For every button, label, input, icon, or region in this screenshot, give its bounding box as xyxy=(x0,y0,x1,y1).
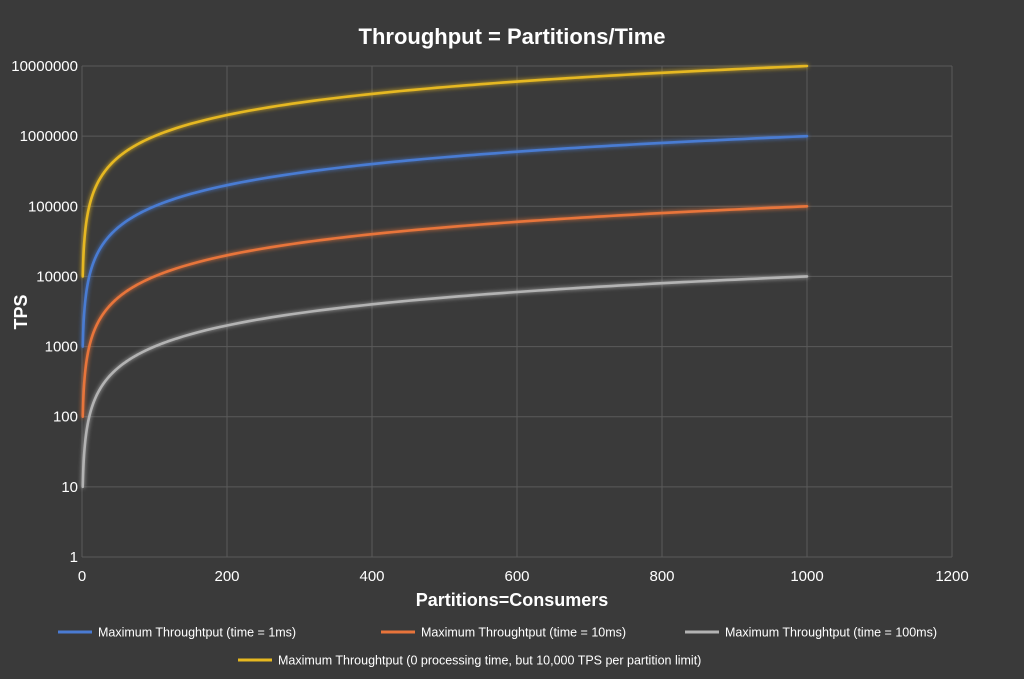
x-tick-label: 0 xyxy=(78,568,86,585)
tick-labels: 1 10 100 1000 10000 100000 1000000 10000000 0 200… xyxy=(11,58,968,585)
x-tick-label: 800 xyxy=(649,568,674,585)
y-axis-title: TPS xyxy=(11,294,31,329)
legend-label: Maximum Throughtput (time = 10ms) xyxy=(421,626,626,640)
series-line-4 xyxy=(81,64,809,278)
y-tick-label: 100000 xyxy=(28,198,78,215)
y-tick-label: 1000 xyxy=(45,339,78,356)
y-tick-label: 100 xyxy=(53,409,78,426)
y-tick-label: 10 xyxy=(61,479,78,496)
legend: Maximum Throughtput (time = 1ms) Maximum … xyxy=(58,626,937,668)
legend-label: Maximum Throughtput (0 processing time, … xyxy=(278,654,701,668)
gridlines xyxy=(81,65,953,558)
y-tick-label: 1000000 xyxy=(20,128,78,145)
x-axis-title: Partitions=Consumers xyxy=(416,590,609,610)
series-lines xyxy=(81,64,809,489)
x-tick-label: 600 xyxy=(504,568,529,585)
legend-label: Maximum Throughtput (time = 1ms) xyxy=(98,626,296,640)
x-tick-label: 200 xyxy=(214,568,239,585)
x-tick-label: 1000 xyxy=(790,568,823,585)
series-line-3 xyxy=(81,275,809,489)
legend-label: Maximum Throughtput (time = 100ms) xyxy=(725,626,937,640)
x-tick-label: 1200 xyxy=(935,568,968,585)
y-tick-label: 1 xyxy=(70,549,78,566)
chart-title: Throughput = Partitions/Time xyxy=(359,24,666,49)
series-line-2 xyxy=(81,204,809,419)
series-line-1 xyxy=(81,134,809,348)
y-tick-label: 10000 xyxy=(36,268,78,285)
x-tick-label: 400 xyxy=(359,568,384,585)
y-tick-label: 10000000 xyxy=(11,58,78,75)
